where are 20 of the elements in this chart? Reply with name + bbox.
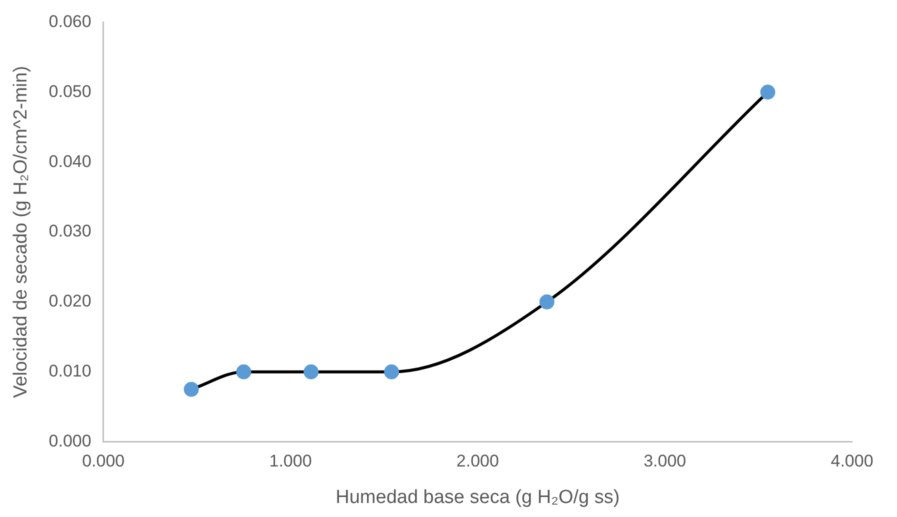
- y-tick-label: 0.030: [48, 222, 92, 241]
- x-axis-title: Humedad base seca (g H₂O/g ss): [336, 486, 620, 508]
- y-tick-label: 0.060: [48, 12, 92, 31]
- point: [304, 364, 319, 380]
- x-tick-label: 4.000: [830, 452, 874, 471]
- point: [184, 382, 199, 397]
- point: [384, 364, 400, 380]
- x-tick-label: 3.000: [644, 452, 686, 471]
- point: [539, 294, 554, 310]
- x-tick-label: 0.000: [82, 452, 125, 471]
- y-tick-label: 0.050: [48, 82, 92, 101]
- y-tick-label: 0.040: [48, 152, 92, 171]
- y-axis-title: Velocidad de secado (g H₂O/cm^2-min): [10, 66, 32, 398]
- x-tick-label: 2.000: [456, 452, 499, 471]
- y-tick-label: 0.020: [48, 292, 92, 311]
- y-tick-label: 0.000: [48, 431, 92, 450]
- point: [760, 84, 776, 100]
- y-tick-label: 0.010: [48, 362, 92, 381]
- point: [236, 364, 252, 380]
- x-tick-label: 1.000: [269, 452, 312, 471]
